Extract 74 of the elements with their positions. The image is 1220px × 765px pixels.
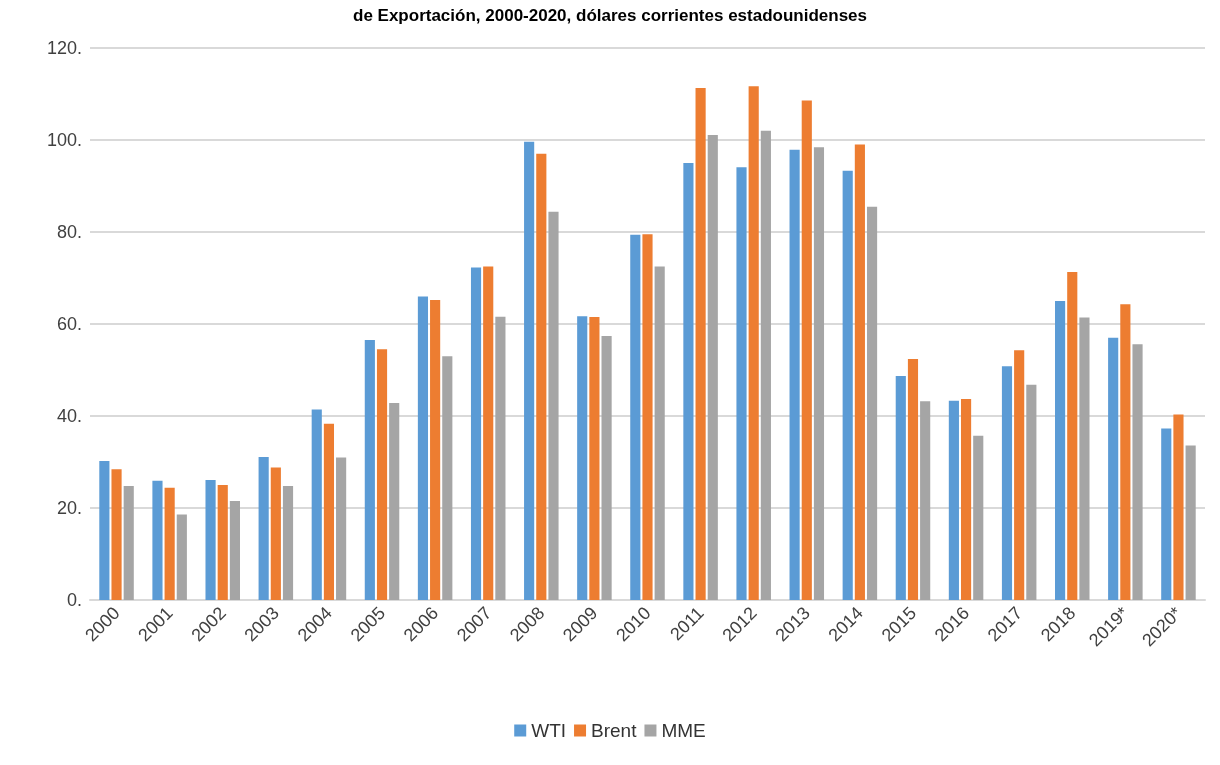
bar [1001, 366, 1013, 600]
bar [642, 234, 653, 600]
bar [217, 485, 228, 600]
bar [813, 147, 825, 600]
y-tick-label: 0. [66, 590, 82, 610]
y-tick-label: 120. [46, 38, 82, 58]
bar [548, 211, 559, 600]
y-tick-label: 60. [56, 314, 82, 334]
bar [311, 409, 322, 600]
bar [601, 335, 612, 600]
bar [323, 423, 334, 600]
bar [1120, 304, 1131, 600]
bar [707, 134, 718, 600]
bar [229, 501, 240, 600]
bar [336, 457, 347, 600]
bar [748, 86, 759, 600]
bar [99, 461, 110, 600]
bar [801, 100, 812, 600]
bar [789, 149, 800, 600]
bar [577, 316, 588, 600]
legend-label: WTI [531, 720, 567, 741]
bar [376, 349, 388, 600]
bar [895, 375, 906, 600]
legend-label: Brent [591, 720, 638, 741]
bar [630, 234, 641, 600]
bar [1173, 414, 1184, 600]
bar [1014, 350, 1025, 600]
bar [282, 485, 294, 600]
bar [417, 296, 429, 600]
bar [589, 317, 600, 600]
bar [111, 469, 122, 600]
bar [1161, 428, 1172, 600]
bar [176, 514, 187, 600]
bar [961, 398, 972, 600]
bar [973, 435, 984, 600]
bar [907, 358, 919, 600]
bar [536, 153, 547, 600]
bar [442, 356, 453, 600]
bar [524, 141, 535, 600]
bar [736, 167, 747, 600]
bar [1108, 337, 1119, 600]
bar [695, 88, 706, 600]
bar [430, 300, 441, 600]
bar [760, 130, 771, 600]
bar [258, 456, 269, 600]
bar [470, 267, 482, 600]
bar [866, 206, 878, 600]
y-tick-label: 80. [56, 222, 82, 242]
y-tick-label: 100. [46, 130, 82, 150]
chart-title: de Exportación, 2000-2020, dólares corrientes estadounidenses [353, 6, 867, 25]
bar [164, 487, 175, 600]
bar [948, 400, 959, 600]
bar [654, 266, 665, 600]
bar [389, 403, 400, 600]
bar [483, 266, 494, 600]
bar [1132, 344, 1143, 600]
bar [152, 480, 163, 600]
bar [1026, 384, 1037, 600]
bar [1067, 272, 1078, 600]
y-tick-label: 20. [56, 498, 82, 518]
legend-label: MME [661, 720, 706, 741]
y-tick-label: 40. [56, 406, 82, 426]
bar [1055, 301, 1066, 600]
bar [1185, 445, 1196, 600]
bar [495, 316, 506, 600]
bar [842, 170, 853, 600]
bar [270, 467, 281, 600]
bar [364, 340, 375, 600]
bar [683, 163, 694, 600]
bar [1079, 317, 1090, 600]
bar [920, 401, 931, 600]
bar [123, 485, 134, 600]
bar [205, 479, 216, 600]
bar [854, 144, 865, 600]
